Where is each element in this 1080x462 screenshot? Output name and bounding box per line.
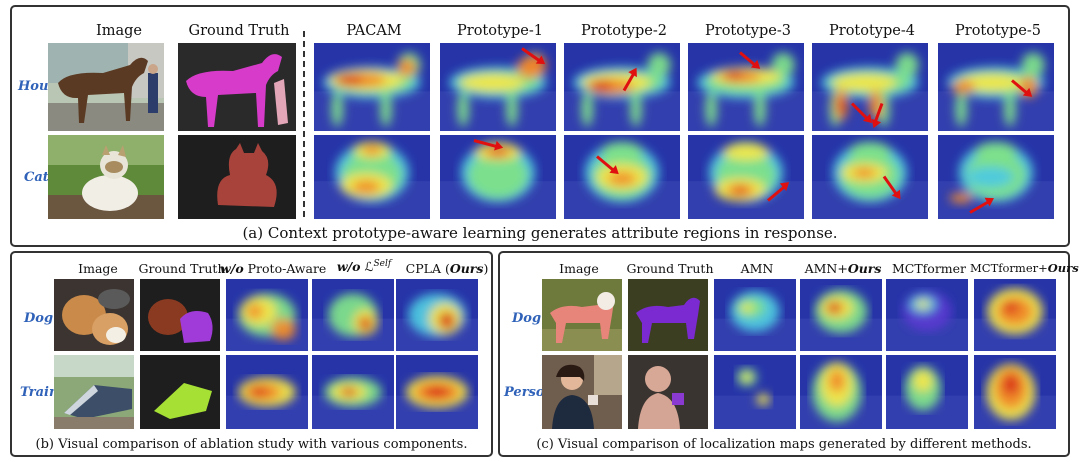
heatmap-person — [800, 355, 882, 429]
loss-symbol: ℒ — [360, 259, 374, 275]
heatmap-cat — [564, 135, 680, 219]
col-header-pacam: PACAM — [346, 23, 402, 39]
heatmap-cat — [938, 135, 1054, 219]
heatmap-person — [714, 355, 796, 429]
image-house — [48, 43, 164, 131]
dashed-separator — [303, 31, 305, 217]
ground-truth-house — [178, 43, 296, 131]
cpla-text: CPLA ( — [405, 261, 450, 276]
col-header-wo-l-self: w/o ℒSelf — [318, 259, 410, 274]
mctformer-plus-text: MCTformer+ — [970, 261, 1048, 275]
panel-c: Image Ground Truth AMN AMN+Ours MCTforme… — [498, 251, 1079, 457]
heatmap-house — [688, 43, 804, 131]
col-header-ground-truth: Ground Truth — [138, 261, 226, 276]
proto-aware-text: Proto-Aware — [243, 261, 327, 276]
heatmap-dog — [396, 279, 478, 351]
heatmap-house — [314, 43, 430, 131]
heatmap-dog — [800, 279, 882, 351]
heatmap-person — [974, 355, 1056, 429]
heatmap-train — [312, 355, 394, 429]
col-header-ground-truth: Ground Truth — [626, 261, 714, 276]
image-dog — [54, 279, 134, 351]
row-label-train: Train — [20, 385, 59, 400]
col-header-cpla-ours: CPLA (Ours) — [402, 261, 492, 276]
image-dog — [542, 279, 622, 351]
heatmap-cat — [812, 135, 928, 219]
col-header-mctformer: MCTformer — [891, 261, 967, 276]
row-label-dog: Dog — [512, 311, 542, 326]
heatmap-house — [440, 43, 556, 131]
col-header-mctformer-ours: MCTformer+Ours — [970, 261, 1079, 275]
col-header-prototype-3: Prototype-3 — [705, 23, 791, 39]
heatmap-cat — [688, 135, 804, 219]
col-header-image: Image — [96, 23, 142, 39]
col-header-image: Image — [559, 261, 599, 276]
heatmap-house — [938, 43, 1054, 131]
heatmap-cat — [314, 135, 430, 219]
ground-truth-train — [140, 355, 220, 429]
heatmap-dog — [886, 279, 968, 351]
heatmap-train — [226, 355, 308, 429]
col-header-prototype-5: Prototype-5 — [955, 23, 1041, 39]
heatmap-dog — [312, 279, 394, 351]
row-label-person: Person — [504, 385, 554, 400]
panel-b: Image Ground Truth w/o Proto-Aware w/o ℒ… — [10, 251, 493, 457]
heatmap-house — [564, 43, 680, 131]
image-person — [542, 355, 622, 429]
ours-text: Ours — [847, 261, 882, 276]
caption-panel-c: (c) Visual comparison of localization ma… — [536, 437, 1032, 452]
image-train — [54, 355, 134, 429]
col-header-prototype-4: Prototype-4 — [829, 23, 915, 39]
heatmap-person — [886, 355, 968, 429]
paren-close: ) — [483, 261, 489, 276]
row-label-cat: Cat — [24, 170, 49, 185]
heatmap-dog — [974, 279, 1056, 351]
heatmap-cat — [440, 135, 556, 219]
ours-text: Ours — [1047, 261, 1079, 275]
ground-truth-cat — [178, 135, 296, 219]
ground-truth-person — [628, 355, 708, 429]
heatmap-train — [396, 355, 478, 429]
row-label-dog: Dog — [24, 311, 54, 326]
col-header-wo-proto-aware: w/o Proto-Aware — [220, 261, 326, 276]
heatmap-dog — [226, 279, 308, 351]
col-header-prototype-2: Prototype-2 — [581, 23, 667, 39]
wo-prefix: w/o — [220, 261, 244, 276]
col-header-prototype-1: Prototype-1 — [457, 23, 543, 39]
loss-superscript: Self — [373, 259, 392, 269]
ground-truth-dog — [140, 279, 220, 351]
ground-truth-dog — [628, 279, 708, 351]
col-header-amn: AMN — [740, 261, 774, 276]
panel-a: Image Ground Truth PACAM Prototype-1 Pro… — [10, 5, 1070, 247]
image-cat — [48, 135, 164, 219]
col-header-ground-truth: Ground Truth — [188, 23, 290, 39]
amn-plus-text: AMN+ — [804, 261, 848, 276]
caption-panel-a: (a) Context prototype-aware learning gen… — [242, 224, 838, 242]
col-header-amn-ours: AMN+Ours — [800, 261, 886, 276]
heatmap-dog — [714, 279, 796, 351]
col-header-image: Image — [78, 261, 118, 276]
caption-panel-b: (b) Visual comparison of ablation study … — [35, 437, 468, 452]
wo-prefix: w/o — [336, 259, 361, 275]
ours-text: Ours — [449, 261, 484, 276]
